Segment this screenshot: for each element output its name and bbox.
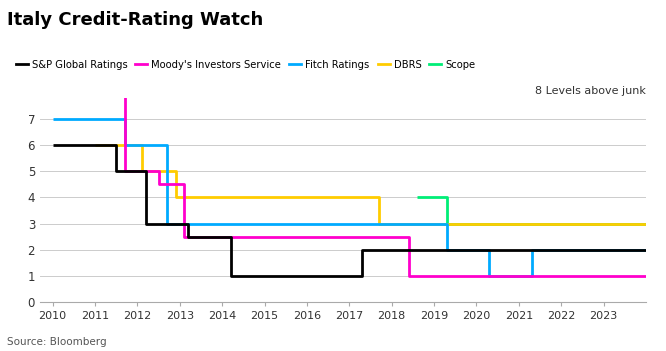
Text: Italy Credit-Rating Watch: Italy Credit-Rating Watch xyxy=(7,11,263,28)
Text: Source: Bloomberg: Source: Bloomberg xyxy=(7,338,107,347)
Legend: S&P Global Ratings, Moody's Investors Service, Fitch Ratings, DBRS, Scope: S&P Global Ratings, Moody's Investors Se… xyxy=(12,56,480,74)
Text: 8 Levels above junk: 8 Levels above junk xyxy=(535,86,646,96)
